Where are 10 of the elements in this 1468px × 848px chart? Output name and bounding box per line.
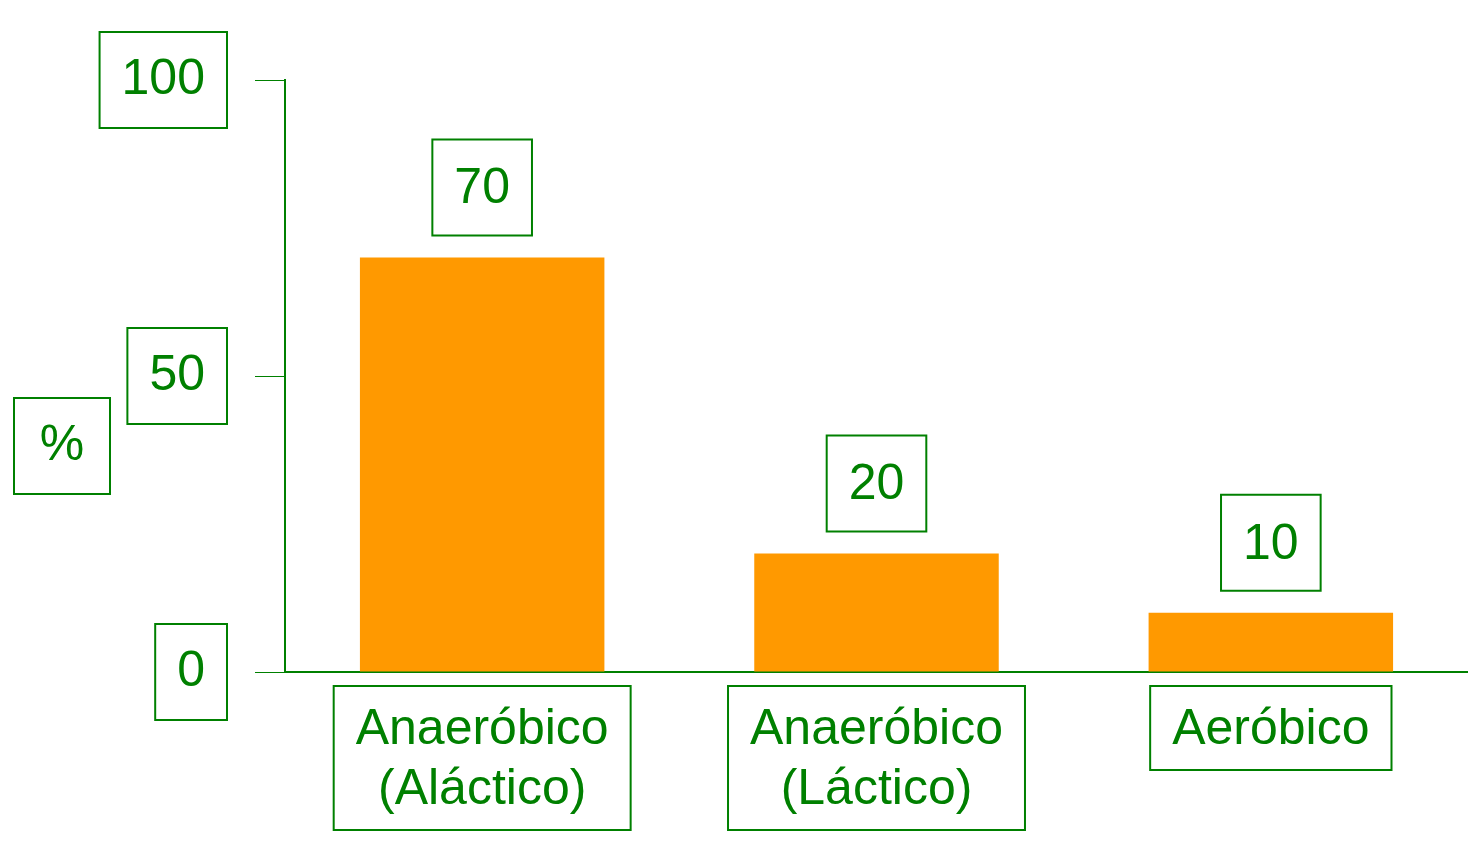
y-tick-label: 0 (177, 640, 205, 697)
data-label: 70 (454, 158, 510, 215)
y-axis-title: % (39, 414, 85, 471)
x-tick-label: Anaeróbico (Aláctico) (355, 698, 609, 815)
y-tick-label: 50 (149, 344, 205, 401)
x-tick-label: Aeróbico (1172, 698, 1370, 755)
data-label: 10 (1243, 513, 1299, 570)
x-tick-label: Anaeróbico (Láctico) (750, 698, 1003, 815)
data-label: 20 (848, 454, 905, 511)
y-tick-label: 100 (121, 48, 205, 105)
